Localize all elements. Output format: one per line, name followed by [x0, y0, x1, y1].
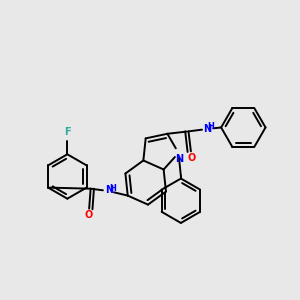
Text: O: O [188, 153, 196, 163]
Text: H: H [109, 184, 116, 193]
Text: O: O [84, 210, 92, 220]
Text: F: F [64, 127, 71, 137]
Text: N: N [175, 154, 183, 164]
Text: H: H [207, 122, 214, 131]
Text: N: N [105, 185, 113, 196]
Text: N: N [203, 124, 211, 134]
